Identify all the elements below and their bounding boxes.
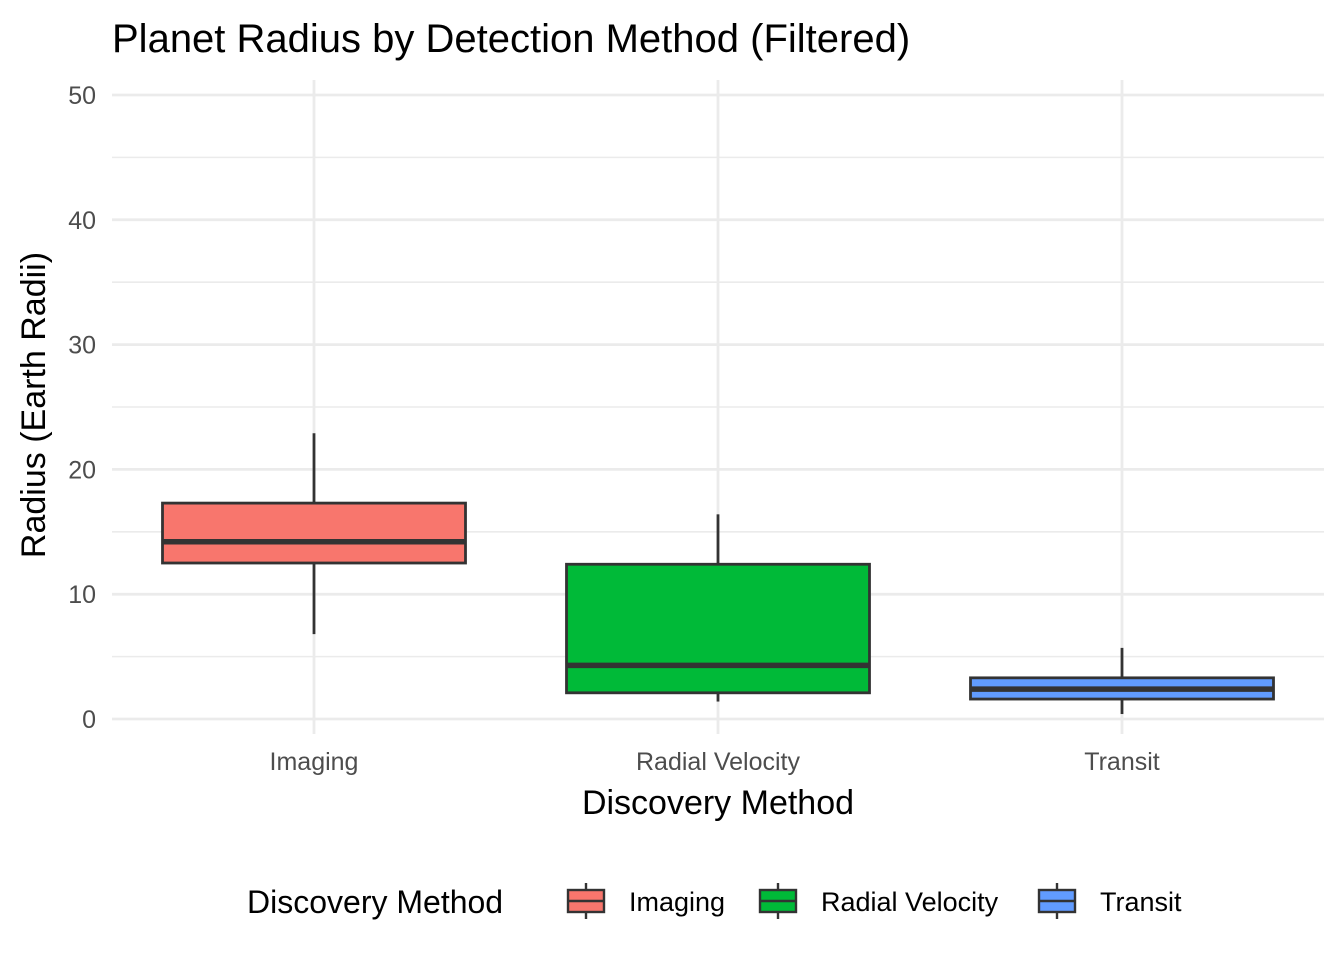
y-axis-title: Radius (Earth Radii) <box>15 252 53 558</box>
legend-label: Transit <box>1100 887 1182 917</box>
box-iqr <box>161 501 467 565</box>
y-tick-label: 0 <box>82 706 96 734</box>
y-tick-label: 40 <box>68 207 96 235</box>
box-radial-velocity <box>565 514 871 702</box>
legend-item-radial-velocity: Radial Velocity <box>758 883 999 919</box>
box-imaging <box>161 433 467 635</box>
x-tick-label: Imaging <box>270 748 359 776</box>
legend-label: Radial Velocity <box>821 887 999 917</box>
chart-title: Planet Radius by Detection Method (Filte… <box>112 17 910 61</box>
y-tick-label: 10 <box>68 581 96 609</box>
legend-title: Discovery Method <box>247 884 503 920</box>
y-tick-label: 50 <box>68 82 96 110</box>
y-tick-label: 30 <box>68 332 96 360</box>
tick-labels: 0 10 20 30 40 50 Imaging Radial Velocity Transit <box>68 82 1160 776</box>
x-axis-title: Discovery Method <box>582 784 854 822</box>
legend-item-imaging: Imaging <box>566 883 725 919</box>
y-tick-label: 20 <box>68 456 96 484</box>
x-tick-label: Transit <box>1084 748 1160 776</box>
x-tick-label: Radial Velocity <box>636 748 800 776</box>
legend: Discovery Method Imaging Radial Velocity Tr… <box>247 883 1182 920</box>
box-transit <box>969 647 1275 715</box>
box-iqr <box>565 562 871 695</box>
boxes <box>161 433 1275 715</box>
legend-label: Imaging <box>629 887 725 917</box>
legend-item-transit: Transit <box>1037 883 1182 919</box>
